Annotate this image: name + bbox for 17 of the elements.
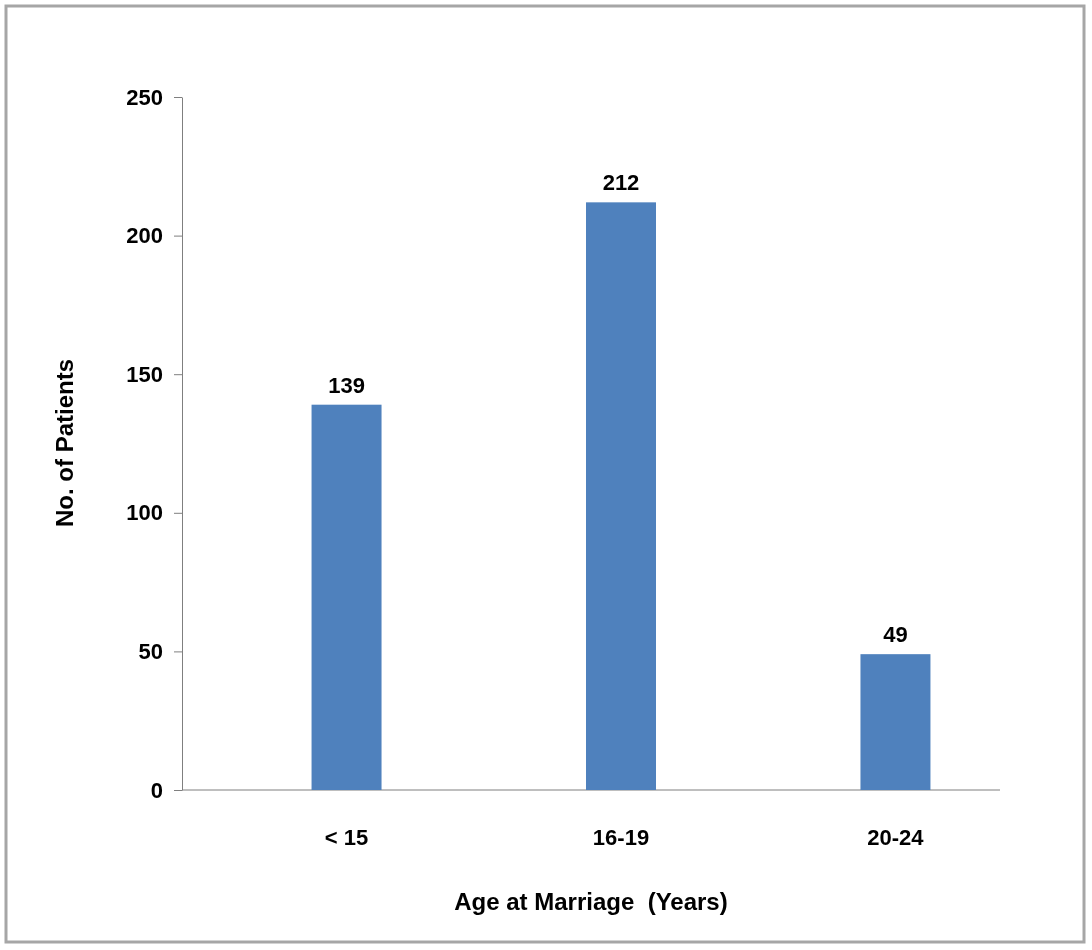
y-axis-title: No. of Patients xyxy=(51,358,78,528)
y-tick-label: 100 xyxy=(126,500,163,526)
y-tick-label: 50 xyxy=(138,638,163,664)
y-tick-label: 150 xyxy=(126,361,163,387)
y-tick-label: 200 xyxy=(126,223,163,249)
y-tick-label: 250 xyxy=(126,84,163,110)
bar xyxy=(586,202,656,790)
data-label: 212 xyxy=(602,170,640,196)
x-axis-title: Age at Marriage (Years) xyxy=(454,888,728,915)
x-tick-label: < 15 xyxy=(324,825,369,850)
data-label: 49 xyxy=(883,622,908,648)
bar xyxy=(860,654,931,790)
bar xyxy=(311,404,382,790)
x-tick-label: 16-19 xyxy=(592,825,650,850)
data-label: 139 xyxy=(328,372,365,398)
y-tick-label: 0 xyxy=(150,777,163,803)
x-tick-label: 20-24 xyxy=(867,825,925,850)
